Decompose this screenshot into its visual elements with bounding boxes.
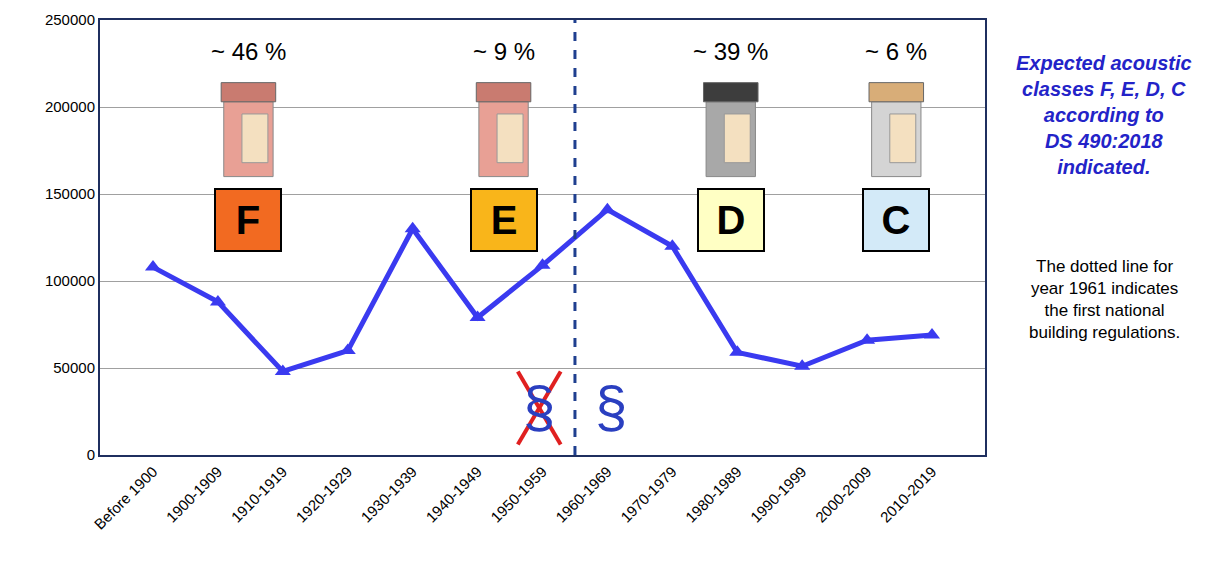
svg-text:E: E [491, 198, 518, 242]
svg-text:200000: 200000 [45, 98, 95, 115]
svg-text:~ 46 %: ~ 46 % [211, 38, 286, 65]
svg-text:1920-1929: 1920-1929 [292, 463, 355, 526]
svg-text:2010-2019: 2010-2019 [877, 463, 940, 526]
svg-text:The dotted line foryear 1961 i: The dotted line foryear 1961 indicatesth… [1029, 257, 1180, 342]
svg-text:~ 6 %: ~ 6 % [865, 38, 927, 65]
svg-text:100000: 100000 [45, 272, 95, 289]
svg-text:250000: 250000 [45, 11, 95, 28]
svg-text:1930-1939: 1930-1939 [357, 463, 420, 526]
svg-text:1940-1949: 1940-1949 [422, 463, 485, 526]
svg-text:D: D [717, 198, 746, 242]
svg-text:~ 9 %: ~ 9 % [473, 38, 535, 65]
svg-text:2000-2009: 2000-2009 [812, 463, 875, 526]
svg-text:1970-1979: 1970-1979 [617, 463, 680, 526]
svg-text:1990-1999: 1990-1999 [747, 463, 810, 526]
svg-text:Expected acousticclasses F, E,: Expected acousticclasses F, E, D, Caccor… [1016, 52, 1192, 178]
svg-text:1900-1909: 1900-1909 [163, 463, 226, 526]
svg-text:~ 39 %: ~ 39 % [693, 38, 768, 65]
svg-text:50000: 50000 [53, 359, 95, 376]
svg-text:§: § [595, 374, 627, 439]
svg-text:0: 0 [87, 446, 95, 463]
svg-text:1980-1989: 1980-1989 [682, 463, 745, 526]
svg-text:C: C [882, 198, 911, 242]
svg-text:F: F [236, 198, 260, 242]
svg-text:1960-1969: 1960-1969 [552, 463, 615, 526]
svg-text:1910-1919: 1910-1919 [228, 463, 291, 526]
svg-text:Before 1900: Before 1900 [91, 463, 161, 533]
svg-text:§: § [523, 374, 555, 439]
svg-text:150000: 150000 [45, 185, 95, 202]
svg-text:1950-1959: 1950-1959 [487, 463, 550, 526]
